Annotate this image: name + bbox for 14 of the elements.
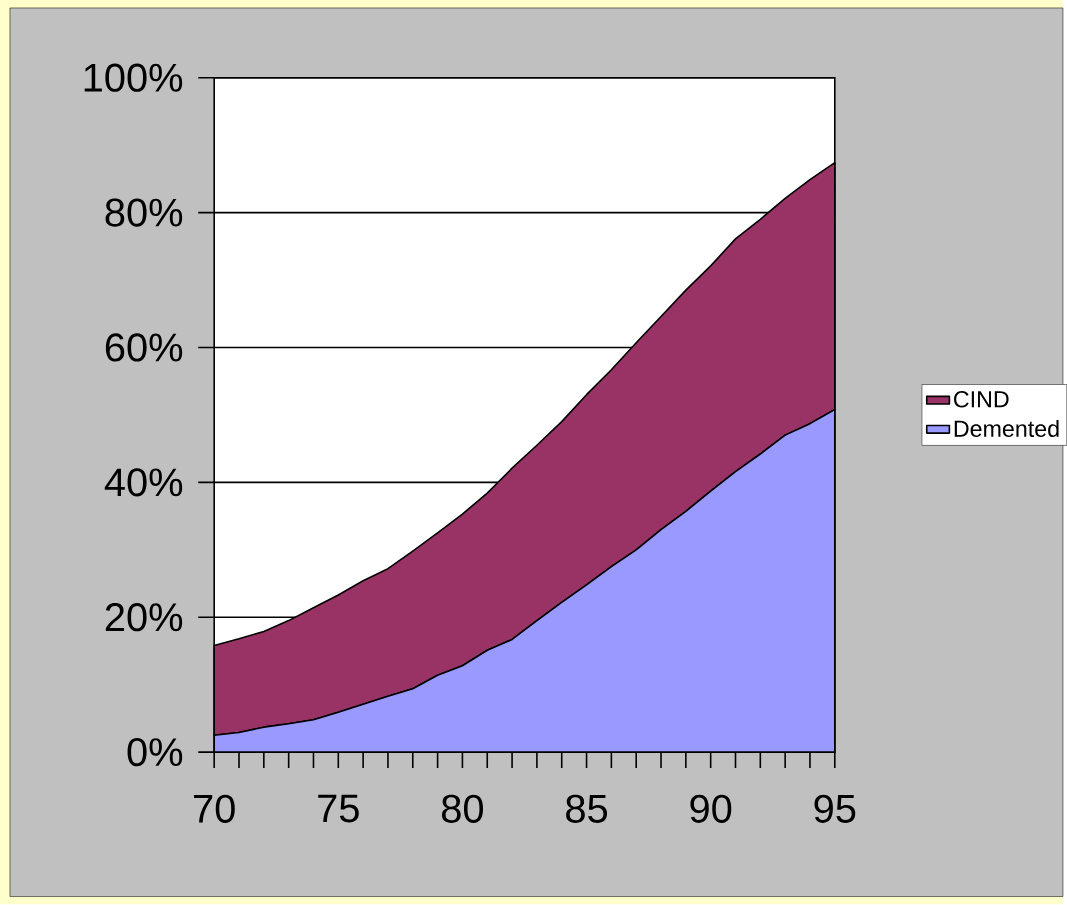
y-tick-label: 40%: [104, 468, 183, 497]
legend-label: Demented: [954, 420, 1059, 438]
x-tick-label: 85: [566, 794, 608, 824]
y-tick-label: 20%: [105, 603, 183, 632]
legend-label: CIND: [954, 391, 1009, 408]
y-tick-label: 100%: [84, 63, 183, 93]
y-tick-label: 80%: [105, 198, 183, 227]
x-tick-label: 70: [194, 794, 235, 824]
y-tick-label: 60%: [105, 333, 183, 362]
x-tick-label: 75: [318, 794, 359, 823]
x-tick-label: 90: [690, 794, 732, 824]
x-tick-label: 95: [814, 794, 856, 824]
y-tick-label: 0%: [127, 738, 183, 767]
x-tick-label: 80: [441, 794, 484, 824]
